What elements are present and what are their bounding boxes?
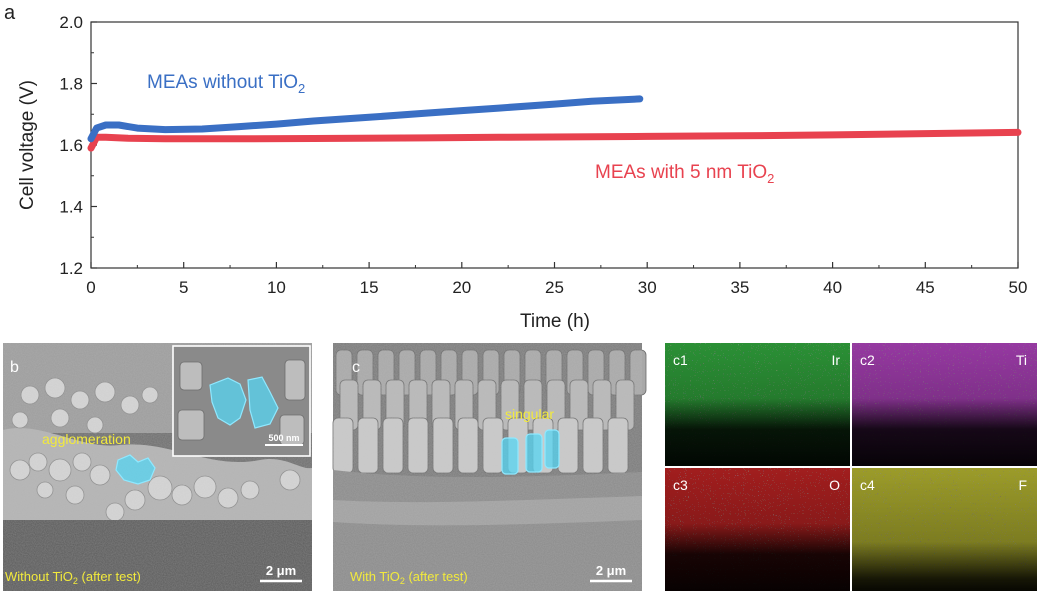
x-tick-label: 5 [179, 278, 188, 297]
x-tick-label: 35 [730, 278, 749, 297]
eds-element-label: F [1018, 477, 1027, 493]
eds-map-c2: c2 Ti [852, 343, 1037, 466]
eds-map-darken [665, 468, 850, 591]
voltage-chart: 1.2 1.4 1.6 1.8 2.0 0 5 10 15 20 25 30 35 40 45 50 Tim… [17, 13, 1027, 332]
eds-map-darken [852, 343, 1037, 466]
sem-b-caption: Without TiO2 (after test) [5, 569, 141, 586]
x-tick-label: 0 [86, 278, 95, 297]
x-tick-label: 50 [1009, 278, 1028, 297]
y-tick-label: 1.2 [59, 259, 83, 278]
eds-element-label: Ir [831, 352, 840, 368]
inset-highlight-right [247, 376, 279, 429]
agglomeration-label: agglomeration [42, 431, 131, 447]
sem-b-scale-label: 2 μm [266, 563, 296, 578]
eds-panel-label: c4 [860, 477, 875, 493]
legend-label-with-tio2: MEAs with 5 nm TiO2 [595, 162, 774, 186]
eds-element-label: Ti [1016, 352, 1027, 368]
y-axis: 1.2 1.4 1.6 1.8 2.0 [59, 13, 97, 278]
eds-panel-label: c1 [673, 352, 688, 368]
eds-map-fade [665, 343, 850, 466]
x-axis-title: Time (h) [520, 311, 590, 332]
eds-panel-label: c2 [860, 352, 875, 368]
series-line-without-tio2 [87, 95, 644, 143]
agglomeration-highlight [115, 454, 156, 485]
sem-c-texture [333, 343, 642, 591]
panel-a-label: a [4, 2, 16, 24]
inset-highlight-left [209, 377, 247, 426]
eds-map-darken [852, 468, 1037, 591]
y-axis-title: Cell voltage (V) [17, 80, 38, 210]
eds-map-c4: c4 F [852, 468, 1037, 591]
singular-label: singular [505, 406, 554, 422]
plot-frame [90, 21, 1019, 269]
x-tick-label: 25 [545, 278, 564, 297]
y-tick-label: 2.0 [59, 13, 83, 32]
eds-map-fade [852, 343, 1037, 466]
inset-scale-label: 500 nm [268, 433, 299, 443]
panel-c-label: c [352, 359, 360, 376]
eds-map-c3: c3 O [665, 468, 850, 591]
x-tick-label: 10 [267, 278, 286, 297]
x-axis: 0 5 10 15 20 25 30 35 40 45 50 [86, 262, 1027, 297]
x-tick-label: 15 [360, 278, 379, 297]
legend-label-without-tio2: MEAs without TiO2 [147, 72, 305, 96]
eds-map-fade [852, 468, 1037, 591]
x-tick-label: 20 [452, 278, 471, 297]
x-tick-label: 30 [638, 278, 657, 297]
singular-highlights [501, 429, 560, 475]
panel-b-label: b [10, 359, 19, 376]
y-tick-label: 1.8 [59, 75, 83, 94]
sem-panel-without-tio2: 500 nm agglomeration b Without TiO2 (aft… [3, 343, 312, 591]
eds-map-darken [665, 343, 850, 466]
eds-panel-label: c3 [673, 477, 688, 493]
series-line-with-tio2 [87, 128, 1022, 152]
eds-map-fade [665, 468, 850, 591]
eds-element-label: O [829, 477, 840, 493]
x-tick-label: 40 [823, 278, 842, 297]
sem-c-scale-label: 2 μm [596, 563, 626, 578]
series-layer [87, 95, 1022, 152]
x-tick-label: 45 [916, 278, 935, 297]
sem-c-caption: With TiO2 (after test) [350, 569, 468, 586]
y-tick-label: 1.4 [59, 198, 83, 217]
y-tick-label: 1.6 [59, 136, 83, 155]
eds-map-c1: c1 Ir [665, 343, 850, 466]
sem-panel-with-tio2: singular c With TiO2 (after test) 2 μm [332, 343, 647, 591]
